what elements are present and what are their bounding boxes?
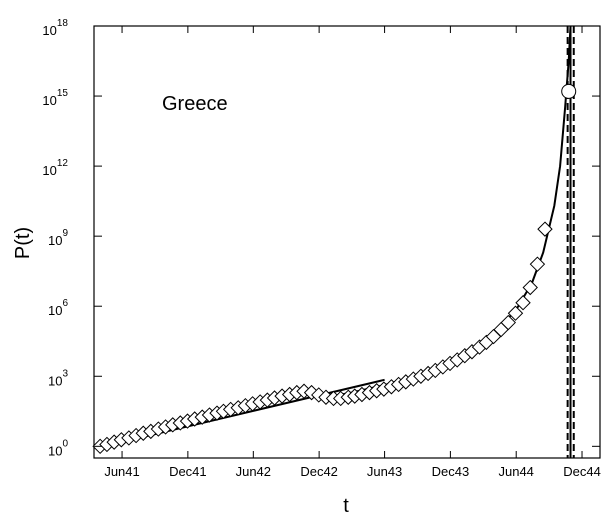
diamond-point xyxy=(515,295,531,311)
x-tick-label: Dec44 xyxy=(563,464,601,479)
y-tick-label: 106 xyxy=(48,298,68,318)
y-tick-label: 109 xyxy=(48,228,68,248)
x-tick-label: Jun43 xyxy=(367,464,402,479)
y-tick-base: 10 xyxy=(42,23,56,38)
fit-lines xyxy=(103,25,572,448)
diamond-point xyxy=(500,314,517,331)
y-tick-exponent: 0 xyxy=(62,438,68,449)
y-tick-base: 10 xyxy=(48,233,62,248)
y-tick-exponent: 9 xyxy=(62,228,68,239)
y-tick-base: 10 xyxy=(42,163,56,178)
plot-frame xyxy=(93,25,601,459)
diamond-point xyxy=(507,305,524,321)
y-tick-exponent: 12 xyxy=(57,158,69,169)
y-tick-base: 10 xyxy=(48,303,62,318)
data-markers xyxy=(92,83,577,455)
y-tick-label: 1015 xyxy=(42,88,68,108)
x-tick-label: Jun41 xyxy=(104,464,139,479)
plot-area xyxy=(92,25,601,459)
y-tick-base: 10 xyxy=(48,443,62,458)
diamond-point xyxy=(529,256,546,272)
chart-annotation: Greece xyxy=(162,93,228,115)
x-tick-label: Jun44 xyxy=(498,464,533,479)
y-axis-title: P(t) xyxy=(12,227,34,259)
x-tick-label: Dec43 xyxy=(432,464,470,479)
diamond-point xyxy=(537,221,553,237)
y-tick-label: 103 xyxy=(48,368,68,388)
circle-point xyxy=(561,83,577,99)
y-tick-base: 10 xyxy=(42,93,56,108)
diamond-point xyxy=(522,279,538,296)
y-tick-exponent: 15 xyxy=(57,88,69,99)
x-tick-label: Dec42 xyxy=(300,464,338,479)
x-axis-title: t xyxy=(343,495,349,517)
y-tick-label: 1018 xyxy=(42,18,68,38)
y-tick-label: 1012 xyxy=(42,158,68,178)
fit-line xyxy=(325,25,572,399)
y-tick-exponent: 18 xyxy=(57,18,69,29)
x-axis: Jun41 Dec41 Jun42 Dec42 Jun43 Dec43 Jun44 Dec44 xyxy=(104,26,601,479)
y-tick-base: 10 xyxy=(48,373,62,388)
y-tick-exponent: 3 xyxy=(62,368,68,379)
x-tick-label: Jun42 xyxy=(236,464,271,479)
x-tick-label: Dec41 xyxy=(169,464,207,479)
y-tick-label: 100 xyxy=(48,438,68,458)
y-tick-exponent: 6 xyxy=(62,298,68,309)
